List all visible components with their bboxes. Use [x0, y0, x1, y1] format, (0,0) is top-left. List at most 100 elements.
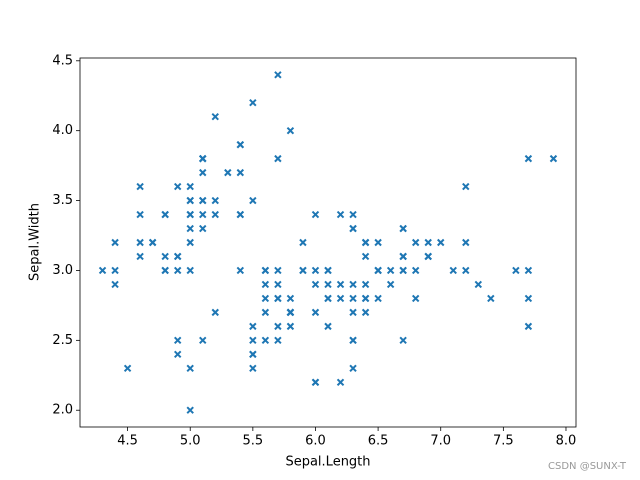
- point: [249, 350, 257, 359]
- point: [249, 364, 257, 373]
- point: [349, 210, 357, 219]
- point: [299, 266, 307, 275]
- point: [437, 238, 445, 247]
- point: [136, 252, 144, 261]
- point: [249, 99, 257, 107]
- point: [199, 210, 207, 219]
- point: [349, 294, 357, 303]
- point: [111, 238, 119, 247]
- point: [186, 406, 194, 414]
- point: [186, 266, 194, 275]
- point: [374, 294, 382, 303]
- point: [186, 224, 194, 233]
- point: [173, 252, 182, 261]
- point: [311, 280, 320, 289]
- y-tick-label: 3.5: [52, 193, 73, 208]
- point: [311, 308, 320, 317]
- point: [261, 266, 270, 275]
- point: [361, 308, 370, 317]
- point: [98, 266, 107, 275]
- point: [411, 238, 420, 247]
- point: [186, 238, 194, 247]
- point: [173, 182, 182, 191]
- point: [274, 71, 282, 79]
- point: [274, 294, 282, 303]
- point: [211, 210, 219, 219]
- point: [249, 322, 257, 331]
- point: [186, 182, 194, 191]
- point: [286, 126, 295, 135]
- point: [186, 364, 194, 373]
- point: [274, 322, 282, 331]
- point: [173, 350, 182, 359]
- point: [336, 210, 345, 219]
- point: [286, 294, 295, 303]
- point: [386, 266, 395, 275]
- y-tick-label: 2.5: [52, 333, 73, 348]
- y-axis-label: Sepal.Width: [28, 203, 43, 281]
- point: [386, 280, 395, 289]
- point: [136, 238, 144, 247]
- x-tick-label: 4.5: [117, 434, 138, 449]
- point: [336, 280, 345, 289]
- point: [361, 280, 370, 289]
- point: [274, 154, 282, 163]
- point: [336, 378, 345, 386]
- point: [261, 280, 270, 289]
- point: [161, 210, 169, 219]
- point: [524, 322, 533, 331]
- point: [286, 322, 295, 331]
- point: [123, 364, 132, 373]
- point: [136, 210, 144, 219]
- point: [361, 238, 370, 247]
- point: [111, 280, 119, 289]
- point: [361, 294, 370, 303]
- y-tick-label: 2.0: [52, 403, 73, 418]
- point: [349, 224, 357, 233]
- point: [274, 336, 282, 345]
- point: [524, 154, 533, 163]
- point: [524, 294, 533, 303]
- point: [261, 294, 270, 303]
- point: [211, 308, 219, 317]
- point: [512, 266, 520, 275]
- point: [524, 266, 533, 275]
- x-tick-label: 7.5: [493, 434, 514, 449]
- x-tick-label: 7.0: [430, 434, 451, 449]
- point: [274, 280, 282, 289]
- x-tick-label: 5.5: [243, 434, 264, 449]
- point: [199, 196, 207, 205]
- point: [399, 252, 407, 261]
- point: [349, 336, 357, 345]
- point: [199, 154, 207, 163]
- y-tick-label: 4.0: [52, 123, 73, 138]
- point: [286, 308, 295, 317]
- point: [324, 322, 332, 331]
- point: [399, 266, 407, 275]
- point: [411, 266, 420, 275]
- point: [324, 280, 332, 289]
- point: [136, 182, 144, 191]
- point: [249, 336, 257, 345]
- x-tick-label: 5.0: [180, 434, 201, 449]
- point: [249, 196, 257, 205]
- point: [549, 154, 558, 163]
- point: [236, 168, 245, 177]
- point: [399, 336, 407, 345]
- point: [274, 266, 282, 275]
- point: [311, 378, 320, 386]
- point: [462, 266, 470, 275]
- point: [199, 168, 207, 177]
- point: [236, 266, 245, 275]
- point: [424, 252, 432, 261]
- point: [349, 280, 357, 289]
- point: [462, 182, 470, 191]
- point: [474, 280, 483, 289]
- point: [173, 336, 182, 345]
- point: [186, 196, 194, 205]
- x-tick-label: 8.0: [556, 434, 577, 449]
- point: [349, 364, 357, 373]
- point: [236, 140, 245, 149]
